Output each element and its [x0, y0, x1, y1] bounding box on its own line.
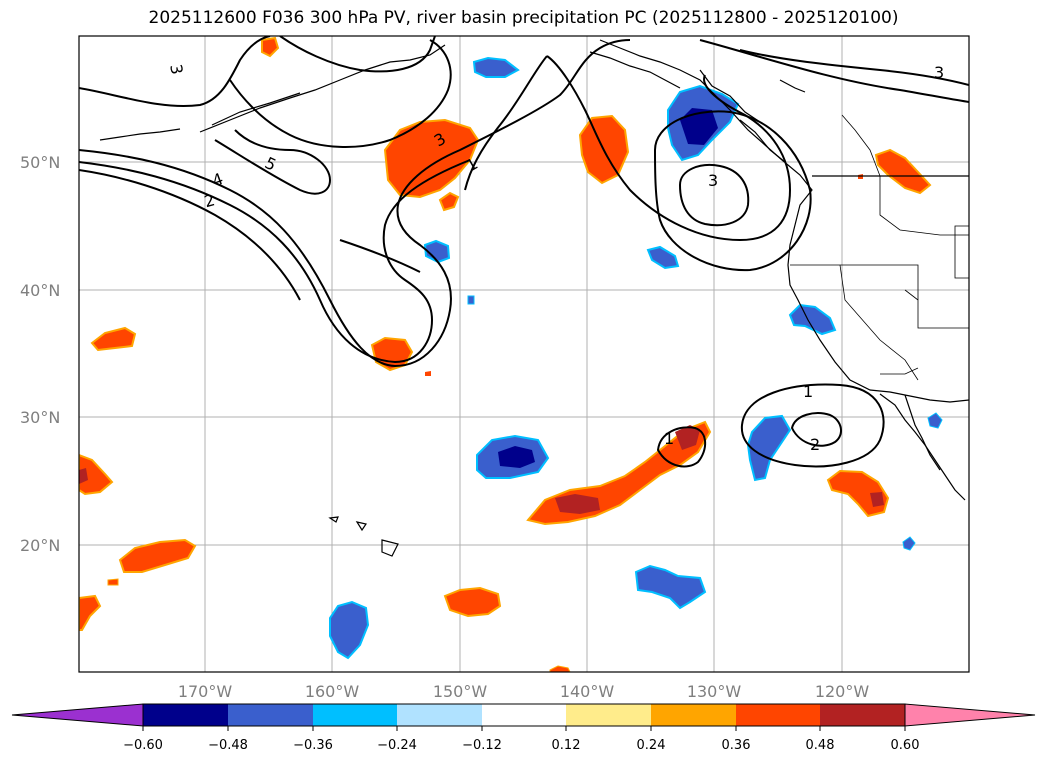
- colorbar-segment: [143, 704, 228, 726]
- coastlines: [99, 39, 969, 557]
- contour-label: 3: [166, 63, 186, 76]
- precip-patch: [261, 36, 280, 58]
- colorbar-tick-label: −0.12: [462, 738, 502, 753]
- precip-patch: [438, 191, 460, 212]
- colorbar-segment: [228, 704, 313, 726]
- colorbar-segment: [651, 704, 736, 726]
- colorbar-tick-label: −0.36: [293, 738, 333, 753]
- colorbar-frame: [142, 703, 906, 727]
- colorbar-tick-label: −0.24: [377, 738, 417, 753]
- precip-patch: [874, 148, 932, 195]
- colorbar-tick-label: −0.48: [208, 738, 248, 753]
- precip-patch: [675, 425, 700, 450]
- precip-patch: [746, 414, 792, 482]
- colorbar: −0.60 −0.48 −0.36 −0.24 −0.12 0.12 0.24 …: [11, 703, 1036, 753]
- precip-patch: [788, 303, 837, 336]
- lat-label: 30°N: [20, 408, 60, 427]
- precip-patch: [467, 295, 475, 305]
- lon-label: 140°W: [560, 682, 615, 701]
- colorbar-tick-label: 0.24: [637, 738, 666, 753]
- colorbar-tick-label: 0.48: [806, 738, 835, 753]
- longitude-labels: 170°W 160°W 150°W 140°W 130°W 120°W: [178, 682, 870, 701]
- colorbar-tick-label: −0.60: [123, 738, 163, 753]
- colorbar-min-arrow: [11, 703, 144, 727]
- contour-label: 1: [664, 429, 674, 448]
- precip-patch: [646, 245, 680, 270]
- lon-label: 130°W: [687, 682, 742, 701]
- latitude-labels: 50°N 40°N 30°N 20°N: [20, 153, 60, 555]
- boundaries: [790, 114, 969, 381]
- precip-patch: [423, 239, 451, 264]
- map-title: 2025112600 F036 300 hPa PV, river basin …: [148, 8, 899, 28]
- lat-label: 40°N: [20, 281, 60, 300]
- pv-contours: [79, 36, 969, 468]
- contour-label: 2: [810, 435, 820, 454]
- contour-label: 3: [708, 171, 718, 190]
- precip-patch: [90, 326, 137, 352]
- lon-label: 150°W: [433, 682, 488, 701]
- precip-patch: [107, 578, 119, 586]
- colorbar-tick-label: 0.12: [552, 738, 581, 753]
- precip-patch: [79, 468, 88, 484]
- precip-patch: [927, 412, 943, 429]
- map-frame: [78, 35, 970, 673]
- colorbar-max-arrow: [904, 703, 1036, 727]
- precip-patch: [79, 453, 114, 496]
- contour-label: 1: [803, 382, 813, 401]
- precip-patch: [680, 108, 718, 145]
- precip-patch: [472, 56, 520, 78]
- precip-patch: [443, 586, 502, 618]
- precip-patch: [902, 536, 916, 551]
- map-panel: [79, 36, 969, 672]
- precip-patch: [329, 600, 370, 660]
- colorbar-segment: [482, 704, 566, 726]
- precip-patch: [870, 492, 884, 507]
- negative-precip-patches: [329, 56, 943, 660]
- colorbar-segment: [566, 704, 651, 726]
- precip-patch: [425, 371, 431, 376]
- lat-label: 20°N: [20, 536, 60, 555]
- precip-patch: [634, 564, 707, 610]
- colorbar-tick-label: 0.60: [891, 738, 920, 753]
- colorbar-segment: [736, 704, 820, 726]
- colorbar-segment: [820, 704, 905, 726]
- colorbar-segment: [313, 704, 397, 726]
- precip-patch: [79, 594, 102, 631]
- contour-label: 3: [934, 63, 944, 82]
- gridlines: [79, 36, 969, 672]
- contour-label: 2: [202, 190, 217, 211]
- colorbar-segment: [397, 704, 482, 726]
- lon-label: 170°W: [178, 682, 233, 701]
- lat-label: 50°N: [20, 153, 60, 172]
- precip-patch: [118, 538, 197, 573]
- precip-patch: [498, 446, 535, 468]
- lon-label: 160°W: [305, 682, 360, 701]
- colorbar-tick-label: 0.36: [722, 738, 751, 753]
- precip-patch: [555, 494, 600, 514]
- lon-label: 120°W: [815, 682, 870, 701]
